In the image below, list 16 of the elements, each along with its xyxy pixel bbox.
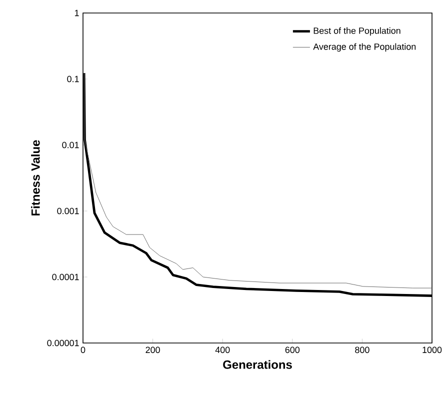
- y-tick-label: 0.001: [57, 208, 79, 214]
- x-tick-label: 400: [215, 346, 230, 354]
- x-axis-title: Generations: [223, 360, 292, 369]
- y-tick-label: 0.01: [62, 142, 79, 148]
- y-tick-label: 0.0001: [52, 274, 79, 280]
- y-tick-label: 0.1: [67, 76, 79, 82]
- x-tick-label: 0: [80, 346, 86, 354]
- x-tick-label: 200: [146, 346, 160, 354]
- x-tick-label: 600: [285, 346, 300, 354]
- legend-label: Average of the Population: [313, 43, 416, 52]
- x-tick-label: 800: [355, 346, 370, 354]
- y-tick-label: 0.00001: [47, 340, 79, 346]
- y-axis-title: Fitness Value: [31, 140, 40, 216]
- legend-label: Best of the Population: [314, 27, 400, 36]
- x-tick-label: 1000: [422, 346, 442, 354]
- y-tick-label: 1: [74, 10, 79, 16]
